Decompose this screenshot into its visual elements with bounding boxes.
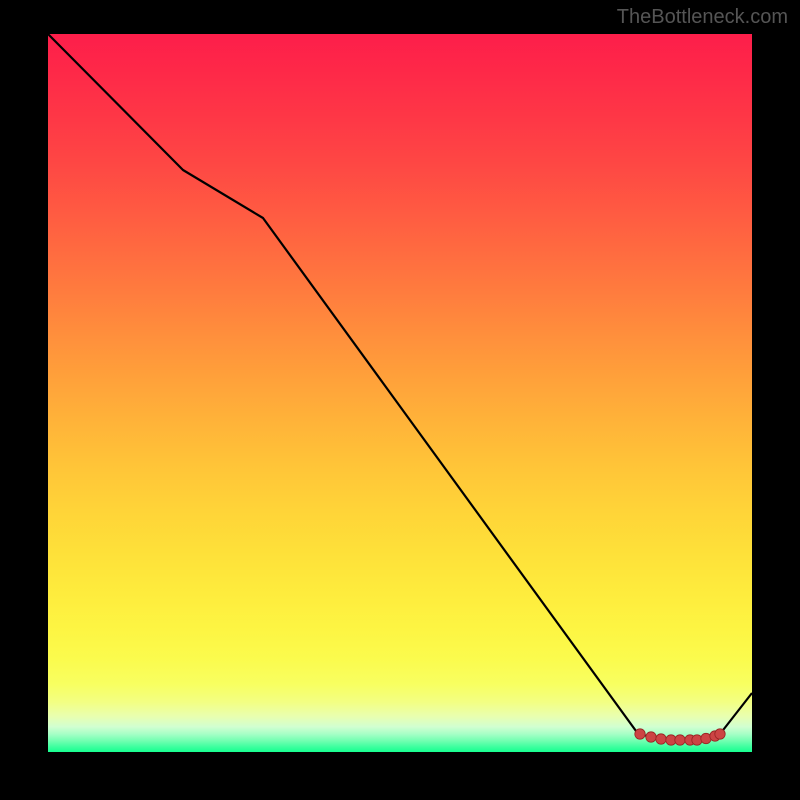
chart-marker (635, 729, 645, 739)
watermark-label: TheBottleneck.com (617, 6, 788, 29)
chart-marker (715, 729, 725, 739)
chart-marker (675, 735, 685, 745)
chart-marker (656, 734, 666, 744)
chart-marker (646, 732, 656, 742)
bottleneck-chart (0, 0, 800, 800)
chart-container: TheBottleneck.com (0, 0, 800, 800)
